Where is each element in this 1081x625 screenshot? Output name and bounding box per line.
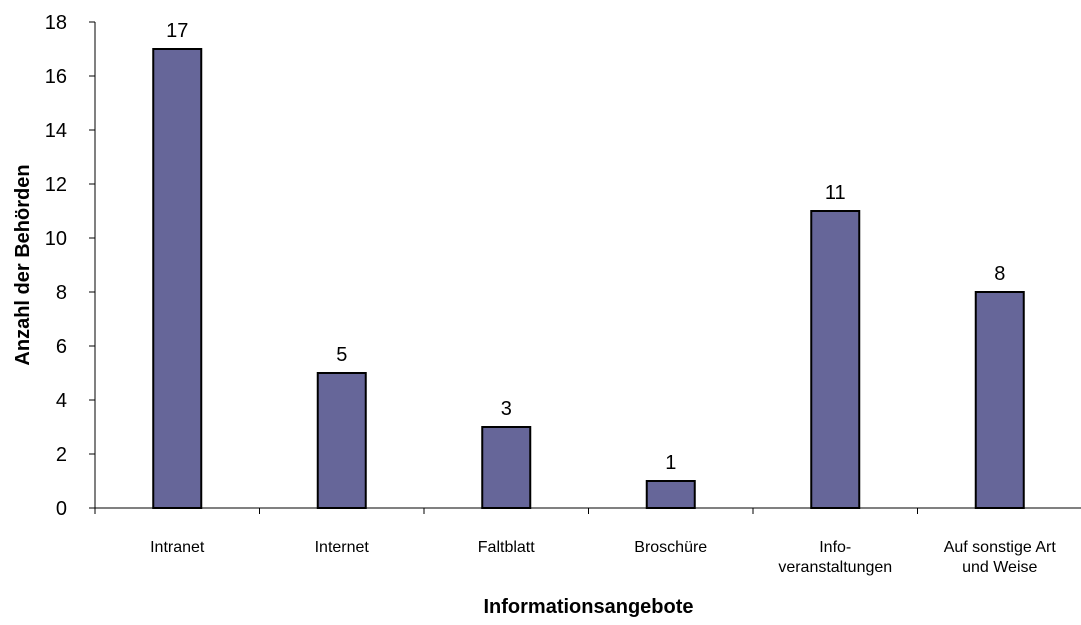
data-label: 17 [166,20,188,42]
category-label: Intranet [150,539,205,556]
y-tick-label: 2 [56,444,67,466]
y-tick-label: 14 [45,120,67,142]
y-tick-label: 0 [56,498,67,520]
y-tick-label: 8 [56,282,67,304]
bars [152,48,1025,509]
y-axis-ticks: 0 2 4 6 8 10 12 14 16 18 [45,12,95,520]
x-axis-ticks [94,508,918,514]
bar [152,48,203,509]
y-tick-label: 10 [45,228,67,250]
y-tick-label: 18 [45,12,67,34]
category-labels: Intranet Internet Faltblatt Broschüre Info-v… [150,539,1056,576]
data-label: 1 [665,452,676,474]
category-label: Info- [819,539,851,556]
category-label: Broschüre [634,539,707,556]
category-label: Internet [315,539,370,556]
bar [810,210,861,509]
category-label: und Weise [962,559,1037,576]
bar [974,291,1025,509]
y-axis-title: Anzahl der Behörden [12,164,34,365]
category-label: Faltblatt [478,539,535,556]
data-label: 3 [501,398,512,420]
data-label: 11 [825,182,846,204]
category-label: veranstaltungen [778,559,892,576]
y-tick-label: 4 [56,390,67,412]
y-tick-label: 16 [45,66,67,88]
category-label: Auf sonstige Art [944,539,1057,556]
y-tick-label: 12 [45,174,67,196]
y-tick-label: 6 [56,336,67,358]
bar [316,372,367,509]
data-label: 8 [994,263,1005,285]
data-label: 5 [336,344,347,366]
bar [645,480,696,509]
x-axis-title: Informationsangebote [483,596,693,618]
bar [481,426,532,509]
